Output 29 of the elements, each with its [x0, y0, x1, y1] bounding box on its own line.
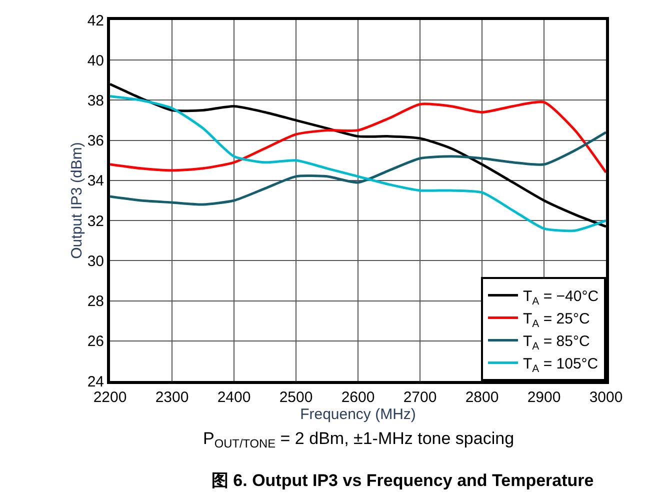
legend-label: T$_{A}$ = 85°C — [523, 333, 590, 352]
y-tick-label: 36 — [87, 132, 104, 150]
x-tick-label: 3000 — [589, 389, 623, 406]
legend-label: T$_{A}$ = −40°C — [523, 288, 599, 308]
x-tick-label: 2300 — [155, 389, 189, 406]
text: 图 6. Output IP3 vs Frequency and Temperature — [211, 470, 594, 490]
y-tick-label: 34 — [87, 172, 104, 190]
y-axis-title: Output IP3 (dBm) — [68, 142, 86, 259]
line-series — [110, 100, 606, 174]
text: P$_{OUT/TONE}$ = 2 dBm, ±1-MHz tone spacing — [203, 429, 514, 451]
x-tick-label: 2900 — [527, 389, 561, 406]
legend-label: T$_{A}$ = 25°C — [523, 310, 590, 330]
y-tick-label: 24 — [87, 373, 104, 390]
x-axis-title: Frequency (MHz) — [300, 406, 416, 423]
x-tick-label: 2600 — [341, 389, 375, 406]
y-tick-label: 40 — [87, 52, 104, 70]
y-tick-label: 42 — [87, 12, 104, 30]
line-series — [110, 131, 606, 206]
y-tick-label: 38 — [87, 92, 104, 110]
y-tick-label: 28 — [87, 293, 104, 310]
x-tick-label: 2500 — [279, 389, 313, 406]
y-tick-label: 32 — [87, 212, 104, 230]
x-tick-label: 2800 — [465, 389, 499, 406]
legend-label: T$_{A}$ = 105°C — [523, 356, 598, 375]
x-tick-label: 2200 — [93, 389, 127, 406]
y-tick-label: 26 — [87, 333, 104, 350]
x-tick-label: 2400 — [217, 389, 251, 406]
x-tick-label: 2700 — [403, 389, 437, 406]
y-tick-label: 30 — [87, 252, 104, 270]
